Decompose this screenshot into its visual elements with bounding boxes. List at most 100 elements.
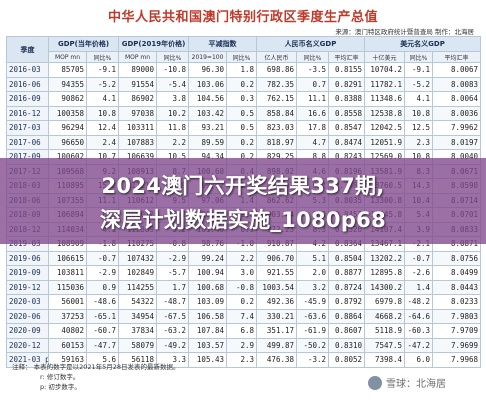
value-cell: 858.84 (256, 105, 298, 121)
value-cell: 96650 (48, 134, 87, 150)
quarter-cell: 2020-12 (6, 337, 49, 353)
value-cell: 100.68 (188, 279, 228, 295)
table-row: 2016-03 85705 -9.1 89000 -10.8 96.30 1.8 698.86… (6, 62, 482, 78)
quarter-cell: 2019-06 (6, 250, 49, 266)
value-cell: 3.3 (155, 352, 190, 368)
value-cell: -0.8 (226, 279, 258, 295)
value-cell: 103.57 (188, 337, 228, 353)
value-cell: 114255 (118, 279, 157, 295)
value-cell: 103311 (118, 120, 157, 136)
value-cell: 0.5 (226, 120, 258, 136)
value-cell: 10704.2 (364, 62, 406, 78)
value-cell: 11.8 (155, 120, 190, 136)
value-cell: 0.5 (226, 105, 258, 121)
value-cell: 0.8607 (328, 323, 366, 339)
value-cell: 1.4 (404, 279, 434, 295)
table-row: 2020-09 40802 -60.7 37834 -63.2 107.84 6.8 351.… (6, 323, 482, 339)
value-cell: 2.9 (226, 337, 258, 353)
value-cell: -64.6 (404, 308, 434, 324)
value-cell: 2.2 (155, 134, 190, 150)
header-deflator: 平减指数 (188, 36, 258, 52)
value-cell: 6979.8 (364, 294, 406, 310)
value-cell: 0.8504 (328, 250, 366, 266)
value-cell: 7.9803 (432, 308, 482, 324)
table-header-top: 季度 GDP(当年价格) GDP(2019年价格) 平减指数 人民币名义GDP … (6, 36, 482, 63)
value-cell: 100.94 (188, 265, 228, 281)
value-cell: -48.6 (86, 294, 119, 310)
value-cell: 7.9699 (432, 337, 482, 353)
value-cell: -49.2 (155, 337, 190, 353)
value-cell: 11782.1 (364, 76, 406, 92)
value-cell: -0.7 (404, 250, 434, 266)
value-cell: 351.17 (256, 323, 298, 339)
headline-banner (0, 158, 486, 244)
subheader: 十亿美元 (364, 51, 406, 63)
value-cell: 2.0 (296, 265, 330, 281)
value-cell: 4.1 (404, 91, 434, 107)
value-cell: 0.8052 (328, 352, 366, 368)
value-cell: 2.3 (226, 352, 258, 368)
value-cell: 1.8 (226, 62, 258, 78)
value-cell: -5.7 (155, 265, 190, 281)
value-cell: 10.8 (404, 105, 434, 121)
value-cell: 823.03 (256, 120, 298, 136)
table-row: 2016-09 90862 4.1 86902 3.8 104.56 0.3 762.15 11… (6, 91, 482, 107)
value-cell: -47.2 (404, 337, 434, 353)
subheader: 平均汇率 (328, 51, 366, 63)
value-cell: 96.30 (188, 62, 228, 78)
document-title: 中华人民共和国澳门特别行政区季度生产总值 (107, 10, 378, 25)
value-cell: 4668.2 (364, 308, 406, 324)
value-cell: -61.9 (296, 323, 330, 339)
value-cell: -9.1 (86, 62, 119, 78)
value-cell: -2.6 (404, 265, 434, 281)
value-cell: 3.8 (155, 91, 190, 107)
header-gdp-2019: GDP(2019年价格) (117, 36, 190, 52)
quarter-cell: 2019-12 (6, 279, 49, 295)
value-cell: 0.8724 (328, 279, 366, 295)
value-cell: 0.8291 (328, 76, 366, 92)
value-cell: 85705 (48, 62, 87, 78)
quarter-cell: 2017-03 (6, 120, 49, 136)
value-cell: 107432 (118, 250, 157, 266)
subheader: 2019=100 (188, 51, 228, 63)
quarter-cell: 2016-12 (6, 105, 49, 121)
value-cell: -60.7 (86, 323, 119, 339)
quarter-cell: 2016-03 (6, 62, 49, 78)
value-cell: 7.4 (226, 308, 258, 324)
subheader: 亿人民币 (256, 51, 298, 63)
value-cell: 99.24 (188, 250, 228, 266)
value-cell: 7398.4 (364, 352, 406, 368)
value-cell: 96294 (48, 120, 87, 136)
value-cell: 56001 (48, 294, 87, 310)
value-cell: 5.1 (296, 250, 330, 266)
value-cell: 12895.8 (364, 265, 406, 281)
value-cell: 492.36 (256, 294, 298, 310)
table-row: 2019-09 103811 -2.9 102849 -5.7 100.94 3.0 921.… (6, 265, 482, 281)
value-cell: -3.2 (296, 352, 330, 368)
value-cell: 0.8388 (328, 91, 366, 107)
value-cell: 330.21 (256, 308, 298, 324)
value-cell: 7.9709 (432, 323, 482, 339)
value-cell: 921.55 (256, 265, 298, 281)
value-cell: 12.4 (86, 120, 119, 136)
watermark: 雪球：北海居 (368, 375, 446, 390)
value-cell: 106.58 (188, 308, 228, 324)
value-cell: 0.8547 (328, 120, 366, 136)
value-cell: 60153 (48, 337, 87, 353)
value-cell: 34954 (118, 308, 157, 324)
value-cell: -3.5 (296, 62, 330, 78)
value-cell: 37253 (48, 308, 87, 324)
value-cell: 0.8155 (328, 62, 366, 78)
table-row: 2021-03 p 59163 5.6 56118 3.3 105.43 2.3 476.38… (6, 352, 482, 368)
value-cell: 0.9 (86, 279, 119, 295)
value-cell: -2.9 (155, 250, 190, 266)
quarter-cell: 2016-09 (6, 91, 49, 107)
subheader: MOP mn (48, 51, 87, 63)
value-cell: 6.8 (226, 323, 258, 339)
table-row: 2020-06 37253 -65.1 34954 -67.5 106.58 7.4 330.… (6, 308, 482, 324)
value-cell: 8.0036 (432, 105, 482, 121)
subheader: 同比% (296, 51, 330, 63)
value-cell: 0.8310 (328, 337, 366, 353)
quarter-cell: 2021-03 p (6, 352, 49, 368)
value-cell: 8.0197 (432, 134, 482, 150)
